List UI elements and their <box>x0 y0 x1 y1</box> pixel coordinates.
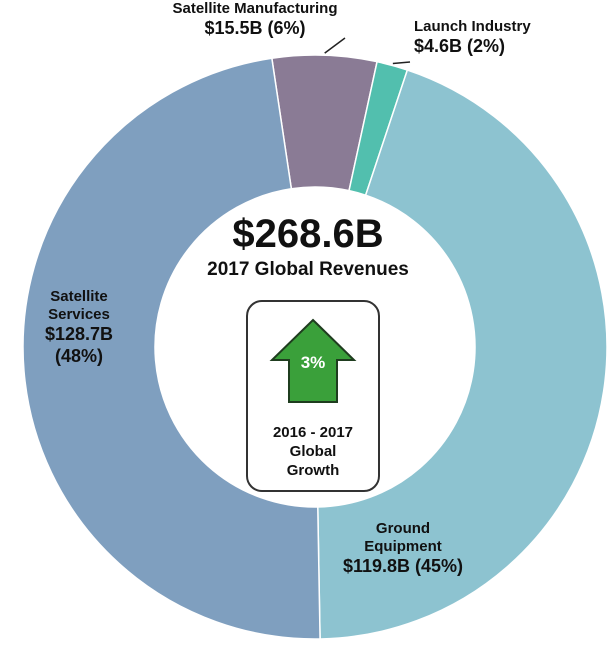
growth-arrow-group: 3% <box>269 318 357 403</box>
total-revenue-label: 2017 Global Revenues <box>207 259 409 280</box>
slice-satellite-services <box>22 57 321 640</box>
growth-label-line: Global <box>289 442 337 460</box>
slice-value: $15.5B (6%) <box>204 18 306 38</box>
slice-name: Launch Industry <box>414 18 531 35</box>
growth-label-line: 2016 - 2017 <box>272 424 354 441</box>
slice-name: Satellite Manufacturing <box>172 0 338 17</box>
slice-value: $4.6B (2%) <box>414 36 506 56</box>
slice-name: Satellite Services <box>48 288 110 323</box>
leader-lines <box>324 37 411 65</box>
slice-label-launch-industry: Launch Industry $4.6B (2%) <box>414 18 554 58</box>
donut-slices <box>22 54 608 640</box>
slice-label-satellite-services: Satellite Services $128.7B (48%) <box>20 288 138 367</box>
growth-box <box>246 300 380 492</box>
slice-label-ground-equipment: Ground Equipment $119.8B (45%) <box>318 520 488 578</box>
growth-value: 3% <box>301 353 326 372</box>
slice-value: $119.8B (45%) <box>342 556 464 576</box>
leader-line <box>324 37 346 54</box>
growth-arrow-icon <box>269 318 357 403</box>
total-revenue-value: $268.6B <box>232 212 384 256</box>
slice-ground-equipment <box>317 69 608 640</box>
growth-label-line: Growth <box>286 461 340 479</box>
slice-name: Ground Equipment <box>364 520 442 555</box>
growth-label: 2016 - 2017 Global Growth <box>246 424 380 480</box>
slice-value: $128.7B (48%) <box>44 324 114 366</box>
leader-line <box>392 61 411 65</box>
slice-label-satellite-manufacturing: Satellite Manufacturing $15.5B (6%) <box>150 0 360 40</box>
